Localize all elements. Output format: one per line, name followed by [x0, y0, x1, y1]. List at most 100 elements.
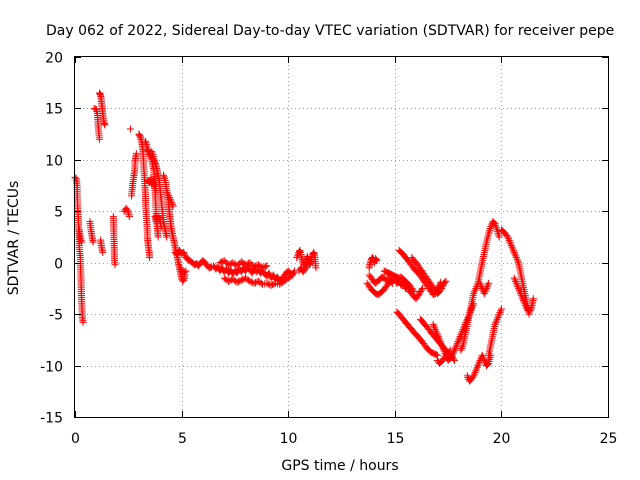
data-point: [510, 274, 518, 282]
y-tick-label: 10: [45, 154, 63, 170]
data-point: [391, 274, 399, 282]
x-tick-label: 10: [280, 431, 298, 447]
data-point: [458, 344, 466, 352]
y-tick-label: 5: [54, 205, 63, 221]
data-point: [441, 278, 449, 286]
data-point: [419, 284, 427, 292]
data-point: [476, 279, 484, 287]
data-point: [454, 338, 462, 346]
y-tick-labels: -15 -10 -5 0 5 10 15 20: [40, 51, 63, 427]
x-axis-label: GPS time / hours: [281, 458, 398, 474]
data-point: [495, 312, 503, 320]
data-point: [518, 293, 526, 301]
data-point: [295, 247, 303, 255]
data-point: [526, 307, 534, 315]
data-point: [482, 284, 490, 292]
data-point: [151, 159, 159, 167]
data-point: [451, 344, 459, 352]
data-point: [373, 257, 381, 265]
data-point: [269, 281, 277, 289]
data-point: [475, 360, 483, 368]
data-point: [450, 346, 458, 354]
data-point: [495, 310, 503, 318]
data-point: [455, 334, 463, 342]
data-point: [242, 261, 250, 269]
data-point: [517, 291, 525, 299]
data-point: [519, 295, 527, 303]
data-point: [472, 367, 480, 375]
data-point: [507, 242, 515, 250]
data-point: [480, 356, 488, 364]
data-point: [236, 277, 244, 285]
data-point: [372, 256, 380, 264]
plot-frame: [74, 56, 609, 418]
data-point: [494, 228, 502, 236]
x-tick-labels: 0 5 10 15 20 25: [71, 431, 617, 447]
data-point: [168, 200, 176, 208]
data-point: [77, 238, 85, 246]
data-point: [96, 135, 104, 143]
data-point: [438, 341, 446, 349]
data-point: [436, 336, 444, 344]
data-point: [497, 307, 505, 315]
data-point: [447, 353, 455, 361]
data-point: [246, 277, 254, 285]
data-point: [492, 319, 500, 327]
x-tick-label: 5: [178, 431, 187, 447]
data-point: [529, 295, 537, 303]
data-point: [514, 283, 522, 291]
data-point: [165, 192, 173, 200]
y-axis-label: SDTVAR / TECUs: [6, 181, 22, 296]
data-point: [494, 229, 502, 237]
data-point: [517, 290, 525, 298]
data-point: [234, 278, 242, 286]
data-point: [141, 137, 149, 145]
data-point: [136, 132, 144, 140]
data-point: [263, 262, 271, 270]
data-point: [458, 327, 466, 335]
data-point: [166, 194, 174, 202]
data-point: [177, 264, 185, 272]
data-point: [433, 331, 441, 339]
data-point: [169, 202, 177, 210]
data-point: [432, 351, 440, 359]
data-point: [511, 276, 519, 284]
data-point: [155, 214, 163, 222]
data-point: [519, 296, 527, 304]
data-point: [455, 336, 463, 344]
data-point: [259, 264, 267, 272]
data-point: [142, 139, 150, 147]
x-tick-label: 0: [71, 431, 80, 447]
data-point: [490, 219, 498, 227]
axis-ticks: [75, 57, 609, 418]
data-point: [180, 248, 188, 256]
data-point: [509, 247, 517, 255]
data-point: [474, 362, 482, 370]
y-tick-label: -5: [49, 308, 63, 324]
data-point: [491, 320, 499, 328]
data-point: [445, 348, 453, 356]
data-point: [495, 231, 503, 239]
data-point: [470, 290, 478, 298]
data-point: [513, 255, 521, 263]
data-point: [99, 248, 107, 256]
data-point: [431, 324, 439, 332]
data-point: [154, 233, 162, 241]
data-point: [404, 282, 412, 290]
data-points: [71, 89, 537, 385]
data-point: [470, 372, 478, 380]
data-point: [163, 233, 171, 241]
data-point: [437, 286, 445, 294]
data-point: [159, 171, 167, 179]
x-tick-label: 25: [600, 431, 618, 447]
data-point: [167, 197, 175, 205]
data-point: [219, 257, 227, 265]
data-point: [471, 368, 479, 376]
data-point: [123, 206, 131, 214]
data-point: [233, 278, 241, 286]
data-point: [157, 223, 165, 231]
data-point: [481, 288, 489, 296]
data-point: [148, 148, 156, 156]
data-point: [503, 231, 511, 239]
data-point: [458, 343, 466, 351]
